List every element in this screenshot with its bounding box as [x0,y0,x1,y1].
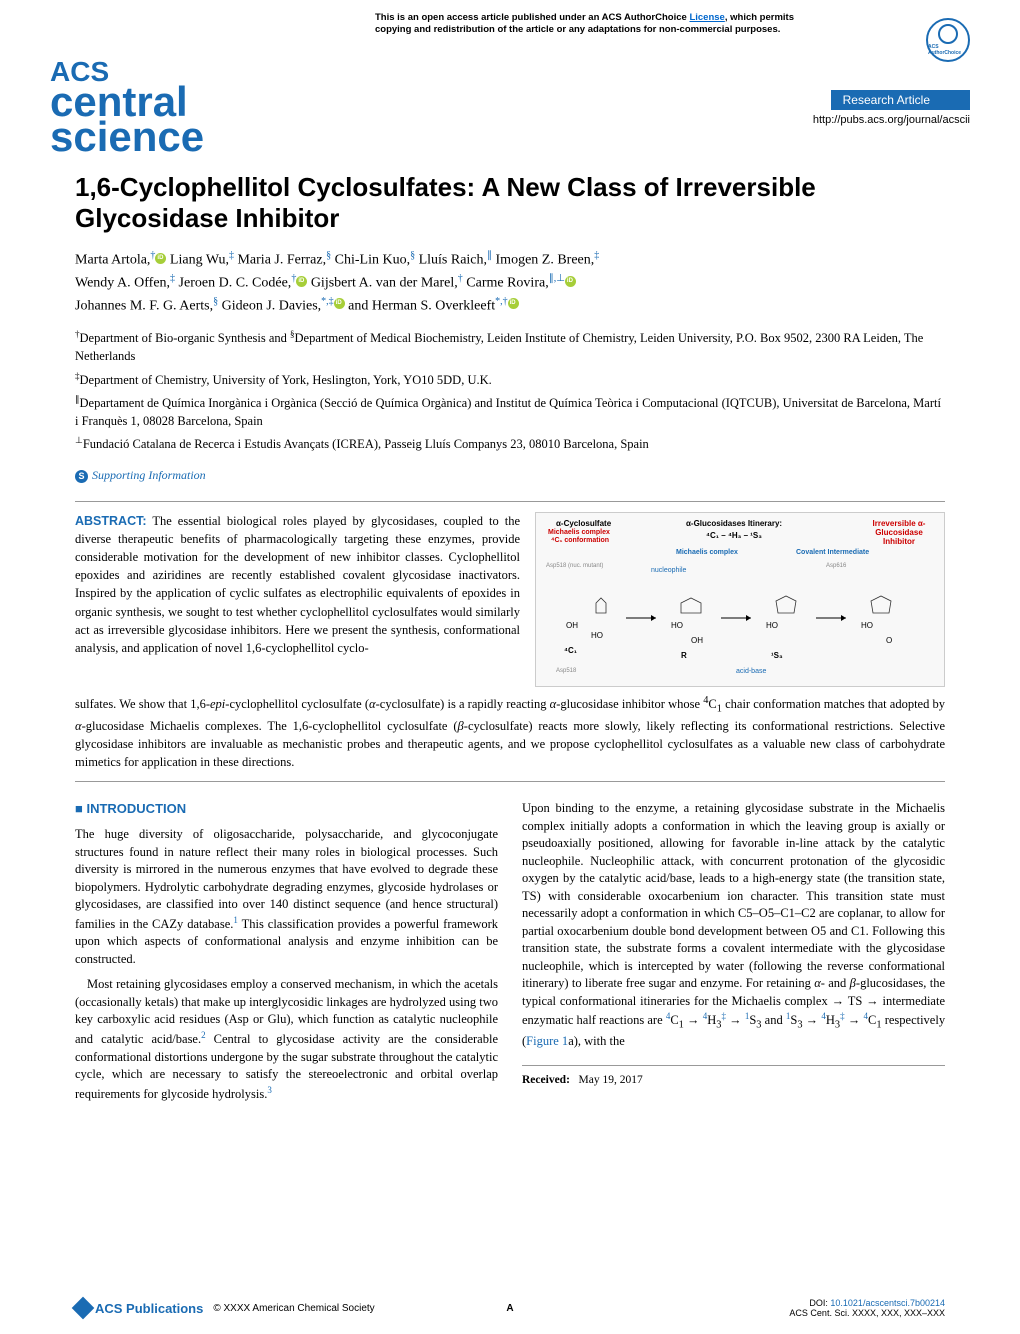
right-column: Upon binding to the enzyme, a retaining … [522,800,945,1111]
page-number: A [506,1303,513,1314]
acs-publications-logo: ACS Publications [75,1300,203,1316]
badge-ring-icon [938,24,958,44]
affiliations-block: †Department of Bio-organic Synthesis and… [75,328,945,454]
author: Chi-Lin Kuo, [335,253,410,268]
license-link[interactable]: License [689,12,724,23]
authors-block: Marta Artola,† Liang Wu,‡ Maria J. Ferra… [75,248,945,316]
citation: ACS Cent. Sci. XXXX, XXX, XXX–XXX [789,1308,945,1318]
svg-text:HO: HO [591,631,603,640]
author: Wendy A. Offen, [75,276,170,291]
footer-right: DOI: 10.1021/acscentsci.7b00214 ACS Cent… [789,1298,945,1318]
author: Johannes M. F. G. Aerts, [75,298,213,313]
doi-link[interactable]: 10.1021/acscentsci.7b00214 [830,1298,945,1308]
svg-text:R: R [681,651,687,660]
section-heading-introduction: INTRODUCTION [75,800,498,818]
author: Lluís Raich, [419,253,487,268]
svg-text:OH: OH [691,636,703,645]
footer-left: ACS Publications © XXXX American Chemica… [75,1300,375,1316]
intro-p3: Upon binding to the enzyme, a retaining … [522,800,945,1051]
page-footer: ACS Publications © XXXX American Chemica… [75,1298,945,1318]
svg-text:HO: HO [861,621,873,630]
graphical-abstract: α-Cyclosulfate Michaelis complex ⁴C₁ con… [535,512,945,687]
author: Carme Rovira, [466,276,548,291]
orcid-icon[interactable] [155,253,166,264]
affiliation-row: ‡Department of Chemistry, University of … [75,370,945,390]
orcid-icon[interactable] [508,298,519,309]
reaction-scheme-svg: OH HO ⁴C₁ HO OH R HO ¹S₃ HO O [536,513,946,688]
svg-text:OH: OH [566,621,578,630]
svg-text:HO: HO [671,621,683,630]
abstract-body-1: The essential biological roles played by… [75,514,520,655]
access-notice-prefix: This is an open access article published… [375,12,689,23]
author: Marta Artola, [75,253,150,268]
svg-text:¹S₃: ¹S₃ [771,651,783,660]
svg-text:⁴C₁: ⁴C₁ [564,646,578,655]
orcid-icon[interactable] [334,298,345,309]
copyright-text: © XXXX American Chemical Society [213,1303,374,1314]
supporting-badge-icon: S [75,470,88,483]
author: Gijsbert A. van der Marel, [311,276,458,291]
journal-logo: ACS central science [50,60,204,155]
author: Imogen Z. Breen, [496,253,595,268]
affiliation-row: †Department of Bio-organic Synthesis and… [75,328,945,365]
received-box: Received: May 19, 2017 [522,1065,945,1088]
acs-authorchoice-badge: ACS AuthorChoice [926,18,970,62]
abstract-row: ABSTRACT: The essential biological roles… [75,501,945,687]
article-type-badge: Research Article [831,90,970,110]
author: Gideon J. Davies, [222,298,322,313]
main-content: 1,6-Cyclophellitol Cyclosulfates: A New … [75,172,945,1111]
author: Liang Wu, [170,253,229,268]
abstract-label: ABSTRACT: [75,514,147,528]
affiliation-row: ∥Departament de Química Inorgànica i Org… [75,393,945,430]
abstract-text: ABSTRACT: The essential biological roles… [75,512,520,687]
diamond-icon [72,1297,95,1320]
abstract-body-2: sulfates. We show that 1,6-epi-cyclophel… [75,693,945,782]
intro-p2: Most retaining glycosidases employ a con… [75,976,498,1103]
author: Jeroen D. C. Codée, [179,276,292,291]
access-notice: This is an open access article published… [375,12,810,37]
badge-text: ACS AuthorChoice [928,44,968,56]
svg-text:HO: HO [766,621,778,630]
received-label: Received: [522,1074,570,1086]
article-title: 1,6-Cyclophellitol Cyclosulfates: A New … [75,172,945,234]
body-two-column: INTRODUCTION The huge diversity of oligo… [75,800,945,1111]
received-date: May 19, 2017 [579,1074,643,1086]
supporting-info-link[interactable]: SSupporting Information [75,468,945,483]
svg-text:O: O [886,636,892,645]
intro-p1: The huge diversity of oligosaccharide, p… [75,826,498,968]
logo-line-3: science [50,119,204,155]
orcid-icon[interactable] [296,276,307,287]
journal-url[interactable]: http://pubs.acs.org/journal/acscii [813,114,970,126]
orcid-icon[interactable] [565,276,576,287]
author: Maria J. Ferraz, [237,253,326,268]
left-column: INTRODUCTION The huge diversity of oligo… [75,800,498,1111]
author: and Herman S. Overkleeft [348,298,495,313]
affiliation-row: ⊥Fundació Catalana de Recerca i Estudis … [75,434,945,454]
